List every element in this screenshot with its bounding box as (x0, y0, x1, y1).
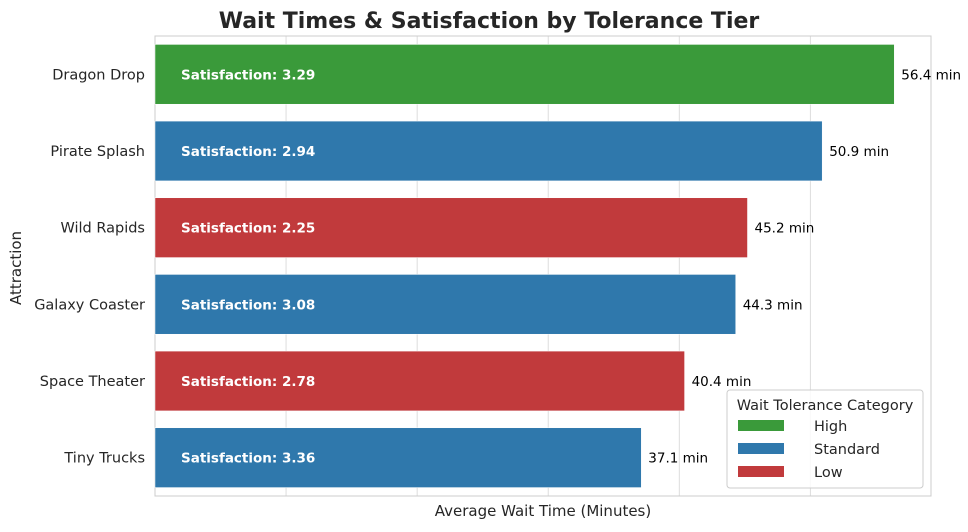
bar (154, 197, 748, 258)
y-tick-labels: Dragon Drop Pirate Splash Wild Rapids Galax… (34, 67, 145, 466)
legend: Wait Tolerance Category High Standard Low (726, 389, 924, 489)
legend-entry: Low (814, 465, 843, 481)
plot-frame (154, 35, 932, 497)
value-label: 56.4 min (901, 67, 961, 83)
legend-swatch (738, 420, 784, 431)
grid (285, 36, 811, 496)
satisfaction-label: Satisfaction: 3.29 (181, 67, 315, 83)
satisfaction-label: Satisfaction: 3.08 (181, 297, 315, 313)
y-tick-label: Galaxy Coaster (34, 297, 145, 313)
y-tick-label: Dragon Drop (52, 67, 145, 83)
value-label: 37.1 min (648, 451, 708, 467)
satisfaction-label: Satisfaction: 2.78 (181, 374, 315, 390)
y-tick-label: Pirate Splash (50, 144, 145, 160)
legend-entry: Standard (814, 442, 880, 458)
bar (154, 427, 642, 488)
legend-items: High Standard Low (738, 419, 880, 481)
y-tick-label: Space Theater (40, 374, 145, 390)
chart-title: Wait Times & Satisfaction by Tolerance T… (219, 9, 760, 34)
value-label: 50.9 min (829, 144, 889, 160)
bars: Satisfaction: 3.29 56.4 min Satisfaction: … (154, 44, 961, 488)
value-label: 44.3 min (743, 297, 803, 313)
satisfaction-label: Satisfaction: 3.36 (181, 451, 315, 467)
legend-swatch (738, 466, 784, 477)
legend-box (726, 389, 924, 489)
y-tick-label: Wild Rapids (60, 221, 145, 237)
bar (154, 274, 736, 335)
legend-title: Wait Tolerance Category (737, 398, 914, 414)
satisfaction-label: Satisfaction: 2.94 (181, 144, 315, 160)
x-axis-label: Average Wait Time (Minutes) (435, 502, 651, 520)
bar (154, 44, 895, 105)
y-axis-label: Attraction (7, 231, 25, 305)
bar (154, 120, 823, 182)
bar (154, 350, 685, 412)
value-label: 40.4 min (692, 374, 752, 390)
y-tick-label: Tiny Trucks (63, 451, 145, 467)
legend-swatch (738, 443, 784, 454)
legend-entry: High (814, 419, 847, 435)
value-label: 45.2 min (754, 221, 814, 237)
satisfaction-label: Satisfaction: 2.25 (181, 221, 315, 237)
